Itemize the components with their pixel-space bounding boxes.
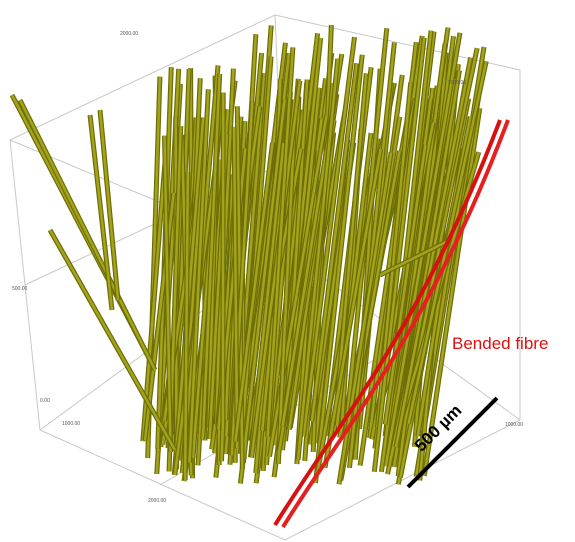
fibre-render: 500 µm Bended fibre 2000.00 2000.00 500.… [0, 0, 575, 542]
axis-label: 2000.00 [148, 498, 166, 504]
axis-label: 2000.00 [448, 80, 466, 86]
axis-label: 1000.00 [62, 421, 80, 427]
axis-label: 0.00 [40, 398, 50, 404]
axis-label: 2000.00 [120, 31, 138, 37]
fibre-label: Bended fibre [452, 334, 548, 353]
axis-label: 1000.00 [505, 422, 523, 428]
axis-label: 500.00 [12, 286, 28, 292]
